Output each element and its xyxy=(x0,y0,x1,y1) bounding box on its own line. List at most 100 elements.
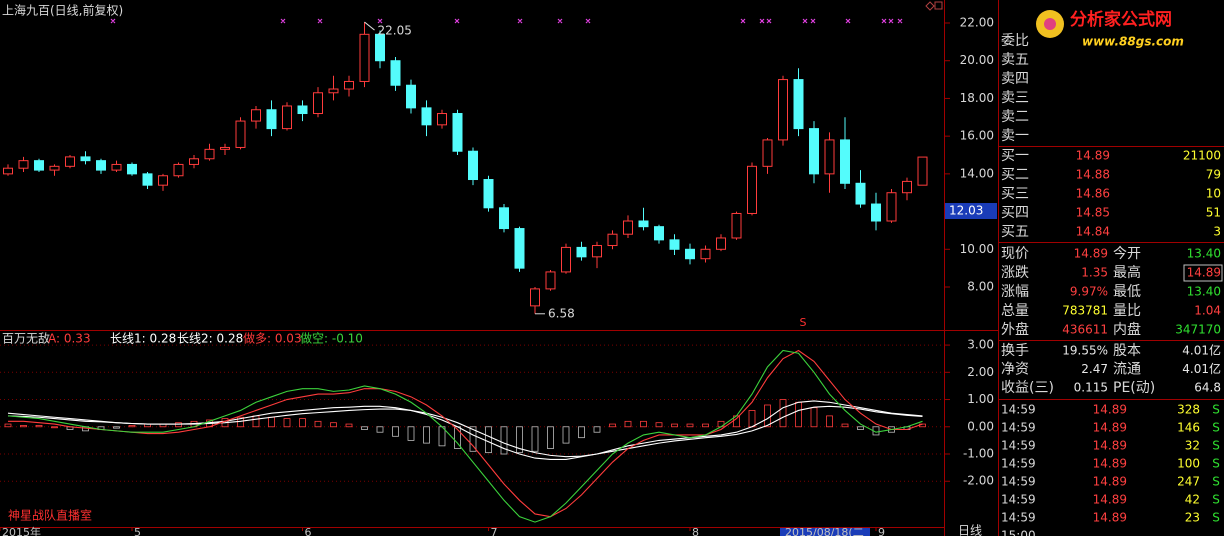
candle-body xyxy=(499,207,509,230)
trade-time: 14:59 xyxy=(1001,403,1036,417)
legend-entry: A: 0.33 xyxy=(48,332,91,346)
logo-name: 分析家公式网 xyxy=(1070,9,1172,30)
candle-body xyxy=(731,212,742,239)
histogram-bar xyxy=(252,415,260,428)
trade-time: 14:59 xyxy=(1001,457,1036,471)
field-value: 0.115 xyxy=(1074,381,1108,395)
candle-body xyxy=(96,160,106,171)
histogram-bar xyxy=(423,426,430,444)
candle-body xyxy=(173,163,184,177)
candle-body xyxy=(328,88,339,94)
y-tick-label: 20.00 xyxy=(960,53,994,67)
high-label: 22.05 xyxy=(378,24,412,38)
field-label: PE(动) xyxy=(1113,380,1155,396)
histogram-bar xyxy=(330,422,337,428)
bid-volume: 3 xyxy=(1213,225,1221,239)
legend-entry: 长线2: 0.28 xyxy=(177,332,243,346)
candle-body xyxy=(871,203,881,222)
histogram-bar xyxy=(748,410,756,428)
signal-markers xyxy=(110,18,903,24)
trade-time: 14:59 xyxy=(1001,439,1036,453)
candle-body xyxy=(545,271,556,290)
histogram-bar xyxy=(624,420,632,428)
indicator-line xyxy=(7,405,923,458)
candle-body xyxy=(809,128,819,175)
candle-body xyxy=(111,163,122,171)
candle-body xyxy=(576,246,587,258)
bid-price: 14.84 xyxy=(1076,225,1110,239)
histogram-bar xyxy=(779,399,787,428)
candle-body xyxy=(530,288,540,307)
histogram-bar xyxy=(485,426,492,454)
footer-label: 神星战队直播室 xyxy=(8,508,92,523)
candle-body xyxy=(65,156,75,167)
indicator-line xyxy=(8,349,923,518)
candle-body xyxy=(654,226,664,241)
x-tick-label: 8 xyxy=(692,526,699,536)
histogram-bar xyxy=(35,425,43,428)
field-label: 今开 xyxy=(1113,246,1141,262)
histogram-bar xyxy=(640,420,647,428)
candle-body xyxy=(592,245,602,258)
trade-time: 14:59 xyxy=(1001,475,1036,489)
histogram-bar xyxy=(500,426,508,455)
candle-body xyxy=(623,220,633,235)
trade-side: S xyxy=(1212,457,1220,471)
trade-side: S xyxy=(1212,439,1220,453)
field-value: 1.04 xyxy=(1194,304,1221,318)
bid-price: 14.85 xyxy=(1076,206,1110,220)
trade-time: 14:59 xyxy=(1001,511,1036,525)
histogram-bar xyxy=(407,426,415,441)
x-tick-label: 2015/08/18(二 xyxy=(785,526,864,536)
ask-label: 卖三 xyxy=(1001,90,1029,106)
histogram-bar xyxy=(578,426,585,439)
trade-volume: 23 xyxy=(1185,511,1200,525)
legend-entry: 做空: -0.10 xyxy=(300,331,363,346)
y-tick-label: 10.00 xyxy=(960,242,994,256)
candle-body xyxy=(514,228,525,269)
trade-side: S xyxy=(1212,421,1220,435)
histogram-bar xyxy=(51,426,58,429)
candle-body xyxy=(49,165,60,171)
histogram-bar xyxy=(547,426,554,449)
legend-entry: 做多: 0.03 xyxy=(243,331,302,346)
trade-side: S xyxy=(1212,493,1220,507)
field-value: 64.8 xyxy=(1194,381,1221,395)
trade-price: 14.89 xyxy=(1093,511,1127,525)
ask-label: 卖四 xyxy=(1001,71,1029,87)
candle-body xyxy=(220,146,230,150)
trade-volume: 100 xyxy=(1177,457,1200,471)
x-highlight xyxy=(780,528,870,536)
histogram-bar xyxy=(795,401,802,428)
field-value: 4.01亿 xyxy=(1182,361,1221,376)
candle-body xyxy=(685,248,695,260)
field-label: 涨幅 xyxy=(1001,284,1029,300)
candle-body xyxy=(375,33,385,62)
histogram-bar xyxy=(283,418,291,428)
field-label: 收益(三) xyxy=(1001,380,1054,396)
bid-price: 14.89 xyxy=(1076,149,1110,163)
histogram-bar xyxy=(128,425,136,428)
trade-volume: 247 xyxy=(1177,475,1200,489)
trade-price: 14.89 xyxy=(1093,421,1127,435)
candle-body xyxy=(840,139,850,184)
histogram-bar xyxy=(764,404,771,428)
trade-time: 14:59 xyxy=(1001,493,1036,507)
candle-body xyxy=(778,79,788,141)
indicator-title: 百万无敌 xyxy=(2,331,50,346)
candle-body xyxy=(762,139,773,167)
candle-body xyxy=(747,165,757,214)
bid-price: 14.86 xyxy=(1076,187,1110,201)
candle-body xyxy=(359,33,370,82)
bid-label: 买二 xyxy=(1001,167,1029,183)
candle-body xyxy=(204,148,215,160)
histogram-bar xyxy=(686,423,694,428)
candle-body xyxy=(824,139,835,175)
order-ratio-label: 委比 xyxy=(1001,33,1029,49)
trade-price: 14.89 xyxy=(1093,403,1127,417)
x-tick-label: 5 xyxy=(134,526,141,536)
trade-price: 14.89 xyxy=(1093,475,1127,489)
